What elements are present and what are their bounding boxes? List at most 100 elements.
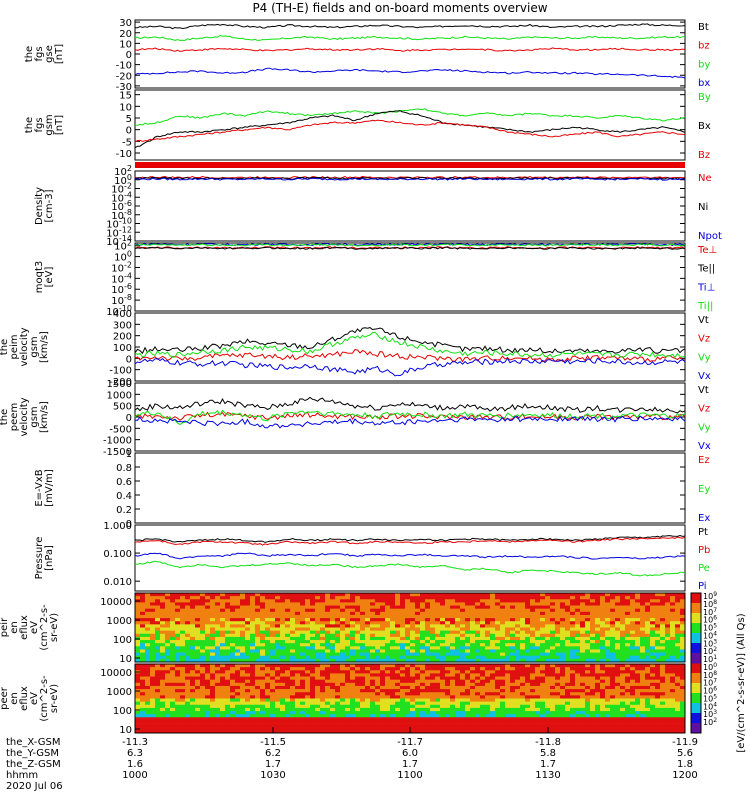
heatmap-cell bbox=[195, 636, 201, 641]
heatmap-cell bbox=[180, 714, 186, 718]
heatmap-cell bbox=[165, 676, 171, 680]
heatmap-cell bbox=[165, 649, 171, 653]
heatmap-cell bbox=[380, 723, 386, 728]
heatmap-cell bbox=[570, 618, 576, 622]
heatmap-cell bbox=[395, 689, 401, 693]
heatmap-cell bbox=[635, 714, 641, 718]
heatmap-cell bbox=[660, 707, 666, 712]
heatmap-cell bbox=[530, 695, 536, 699]
heatmap-cell bbox=[305, 614, 311, 619]
heatmap-cell bbox=[625, 618, 631, 622]
heatmap-cell bbox=[295, 670, 301, 674]
heatmap-cell bbox=[210, 676, 216, 680]
heatmap-cell bbox=[140, 682, 146, 687]
heatmap-cell bbox=[415, 649, 421, 653]
heatmap-cell bbox=[145, 640, 151, 644]
heatmap-cell bbox=[370, 630, 376, 635]
heatmap-cell bbox=[620, 627, 626, 631]
heatmap-cell bbox=[280, 593, 286, 597]
heatmap-cell bbox=[625, 624, 631, 628]
heatmap-cell bbox=[545, 618, 551, 622]
heatmap-cell bbox=[215, 627, 221, 631]
heatmap-cell bbox=[170, 673, 176, 677]
heatmap-cell bbox=[650, 608, 656, 613]
heatmap-cell bbox=[565, 630, 571, 635]
heatmap-cell bbox=[470, 717, 476, 721]
heatmap-cell bbox=[225, 655, 231, 660]
heatmap-cell bbox=[225, 618, 231, 622]
heatmap-cell bbox=[215, 621, 221, 625]
heatmap-cell bbox=[430, 698, 436, 702]
heatmap-cell bbox=[630, 679, 636, 684]
heatmap-cell bbox=[305, 676, 311, 680]
heatmap-cell bbox=[285, 723, 291, 728]
heatmap-cell bbox=[490, 698, 496, 702]
heatmap-cell bbox=[460, 624, 466, 628]
heatmap-cell bbox=[205, 679, 211, 684]
heatmap-cell bbox=[655, 643, 661, 647]
heatmap-cell bbox=[585, 652, 591, 657]
heatmap-cell bbox=[605, 608, 611, 613]
heatmap-cell bbox=[270, 599, 276, 603]
heatmap-cell bbox=[630, 636, 636, 641]
heatmap-cell bbox=[265, 689, 271, 693]
heatmap-cell bbox=[635, 685, 641, 690]
heatmap-cell bbox=[220, 596, 226, 600]
heatmap-cell bbox=[450, 682, 456, 687]
heatmap-cell bbox=[495, 611, 501, 616]
heatmap-cell bbox=[375, 695, 381, 699]
heatmap-cell bbox=[220, 667, 226, 671]
heatmap-cell bbox=[210, 723, 216, 728]
heatmap-cell bbox=[420, 685, 426, 690]
heatmap-cell bbox=[410, 614, 416, 619]
heatmap-cell bbox=[205, 596, 211, 600]
heatmap-cell bbox=[235, 685, 241, 690]
heatmap-cell bbox=[630, 682, 636, 687]
heatmap-cell bbox=[445, 685, 451, 690]
heatmap-cell bbox=[565, 636, 571, 641]
heatmap-cell bbox=[585, 714, 591, 718]
heatmap-cell bbox=[205, 630, 211, 635]
heatmap-cell bbox=[485, 602, 491, 606]
heatmap-cell bbox=[325, 599, 331, 603]
heatmap-cell bbox=[675, 655, 681, 660]
heatmap-cell bbox=[210, 614, 216, 619]
heatmap-cell bbox=[360, 704, 366, 709]
heatmap-cell bbox=[520, 685, 526, 690]
heatmap-cell bbox=[380, 618, 386, 622]
heatmap-cell bbox=[205, 652, 211, 657]
heatmap-cell bbox=[360, 655, 366, 660]
heatmap-cell bbox=[320, 689, 326, 693]
heatmap-cell bbox=[300, 695, 306, 699]
heatmap-cell bbox=[655, 695, 661, 699]
heatmap-cell bbox=[380, 670, 386, 674]
heatmap-cell bbox=[305, 599, 311, 603]
heatmap-cell bbox=[505, 689, 511, 693]
heatmap-cell bbox=[395, 649, 401, 653]
heatmap-cell bbox=[360, 611, 366, 616]
heatmap-cell bbox=[220, 695, 226, 699]
heatmap-cell bbox=[180, 605, 186, 609]
heatmap-cell bbox=[370, 611, 376, 616]
heatmap-cell bbox=[250, 701, 256, 706]
y-tick-base: 10 bbox=[114, 242, 127, 253]
heatmap-cell bbox=[440, 608, 446, 613]
heatmap-cell bbox=[490, 649, 496, 653]
heatmap-cell bbox=[640, 655, 646, 660]
heatmap-cell bbox=[495, 670, 501, 674]
heatmap-cell bbox=[620, 611, 626, 616]
heatmap-cell bbox=[595, 679, 601, 684]
y-axis-label-line: [cm-3] bbox=[44, 189, 55, 222]
heatmap-cell bbox=[465, 689, 471, 693]
heatmap-cell bbox=[640, 704, 646, 709]
heatmap-cell bbox=[195, 624, 201, 628]
heatmap-cell bbox=[275, 611, 281, 616]
heatmap-cell bbox=[445, 614, 451, 619]
heatmap-cell bbox=[560, 621, 566, 625]
heatmap-cell bbox=[425, 685, 431, 690]
heatmap-cell bbox=[680, 711, 686, 715]
heatmap-cell bbox=[290, 704, 296, 709]
heatmap-cell bbox=[280, 704, 286, 709]
heatmap-cell bbox=[335, 599, 341, 603]
heatmap-cell bbox=[250, 723, 256, 728]
